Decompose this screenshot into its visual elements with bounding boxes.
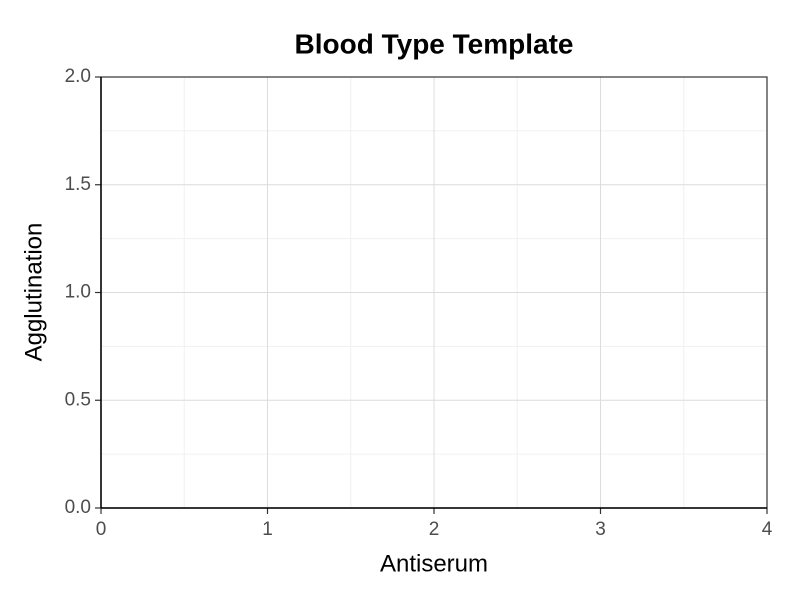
y-tick-label: 0.5 xyxy=(65,389,91,410)
x-tick-label: 2 xyxy=(429,519,440,540)
x-tick-label: 1 xyxy=(262,519,273,540)
y-tick-label: 1.5 xyxy=(65,174,91,195)
y-tick-label: 2.0 xyxy=(65,66,91,87)
x-tick-label: 0 xyxy=(96,519,107,540)
x-tick-label: 4 xyxy=(762,519,773,540)
x-axis-label: Antiserum xyxy=(380,550,488,577)
y-tick-label: 0.0 xyxy=(65,497,91,518)
chart-title: Blood Type Template xyxy=(295,28,574,59)
y-tick-label: 1.0 xyxy=(65,282,91,303)
x-tick-label: 3 xyxy=(595,519,606,540)
y-axis-label: Agglutination xyxy=(20,223,47,362)
